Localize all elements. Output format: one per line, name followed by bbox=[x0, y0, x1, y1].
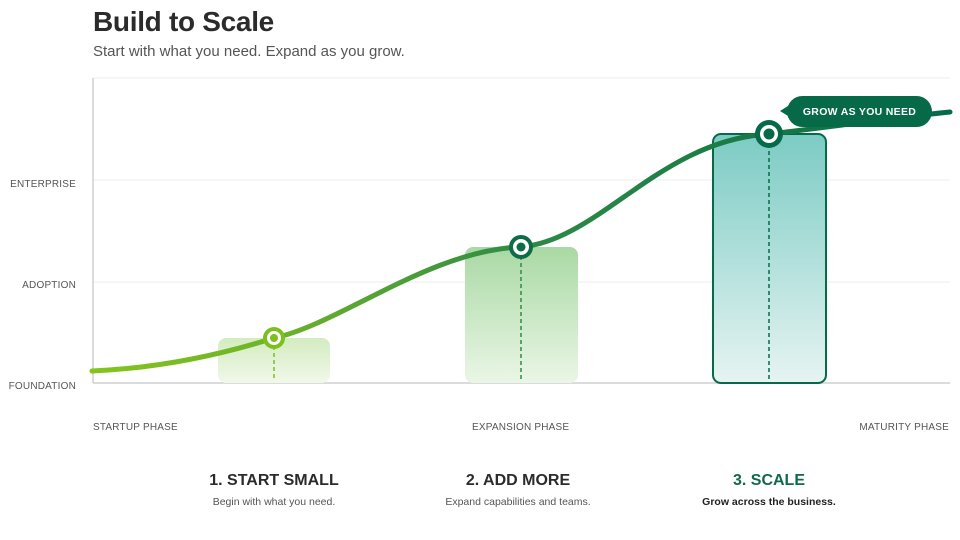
level-label-adoption: ADOPTION bbox=[22, 280, 76, 291]
step-description: Expand capabilities and teams. bbox=[445, 496, 591, 508]
step-description: Grow across the business. bbox=[702, 496, 836, 508]
step-title: 3. SCALE bbox=[732, 472, 805, 489]
level-label-enterprise: ENTERPRISE bbox=[10, 179, 76, 190]
node-add-more bbox=[509, 235, 533, 259]
step-start-small: 1. START SMALL Begin with what you need. bbox=[164, 472, 384, 508]
step-add-more: 2. ADD MORE Expand capabilities and team… bbox=[408, 472, 628, 508]
grow-callout-badge: GROW AS YOU NEED bbox=[787, 96, 932, 127]
level-label-foundation: FOUNDATION bbox=[8, 381, 76, 392]
phase-label-maturity: MATURITY PHASE bbox=[859, 422, 949, 433]
step-scale: 3. SCALE Grow across the business. bbox=[659, 472, 879, 508]
callout-pointer bbox=[780, 106, 788, 116]
step-title: 1. START SMALL bbox=[209, 472, 339, 489]
step-title: 2. ADD MORE bbox=[465, 472, 571, 489]
phase-label-startup: STARTUP PHASE bbox=[93, 422, 178, 433]
page-subtitle: Start with what you need. Expand as you … bbox=[93, 43, 405, 60]
node-scale bbox=[755, 120, 783, 148]
step-description: Begin with what you need. bbox=[212, 496, 336, 508]
node-start-small bbox=[263, 327, 285, 349]
phase-label-expansion: EXPANSION PHASE bbox=[472, 422, 570, 433]
page-title: Build to Scale bbox=[93, 6, 274, 37]
